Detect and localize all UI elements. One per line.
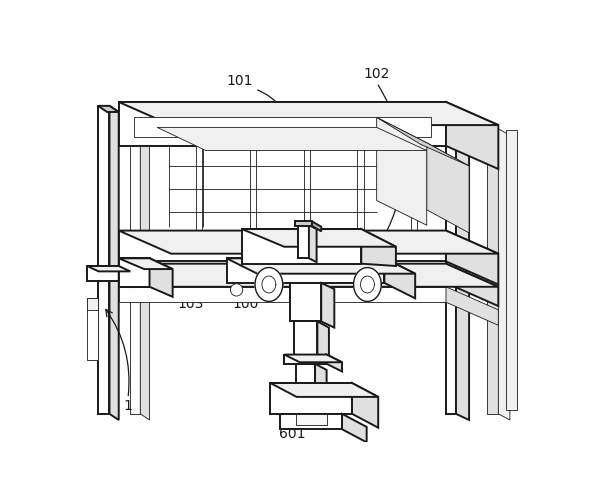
- Polygon shape: [119, 102, 498, 125]
- Polygon shape: [87, 266, 130, 271]
- Polygon shape: [326, 354, 342, 371]
- Polygon shape: [377, 117, 469, 166]
- Polygon shape: [446, 120, 469, 127]
- Polygon shape: [456, 120, 469, 420]
- Polygon shape: [498, 129, 510, 420]
- Polygon shape: [487, 129, 498, 414]
- Polygon shape: [119, 231, 446, 261]
- Polygon shape: [119, 264, 498, 287]
- Polygon shape: [98, 106, 110, 414]
- Polygon shape: [312, 221, 321, 231]
- Polygon shape: [98, 106, 119, 112]
- Polygon shape: [321, 283, 334, 328]
- Polygon shape: [315, 364, 326, 389]
- Polygon shape: [446, 231, 498, 284]
- Polygon shape: [130, 113, 140, 414]
- Polygon shape: [87, 266, 119, 281]
- Polygon shape: [150, 271, 487, 283]
- Polygon shape: [150, 258, 173, 297]
- Polygon shape: [110, 106, 119, 420]
- Polygon shape: [377, 117, 426, 225]
- Polygon shape: [226, 258, 385, 283]
- Text: 100: 100: [232, 298, 259, 312]
- Polygon shape: [119, 102, 446, 146]
- Polygon shape: [426, 143, 469, 233]
- Polygon shape: [385, 258, 415, 298]
- Polygon shape: [295, 221, 312, 226]
- Polygon shape: [270, 383, 378, 397]
- Polygon shape: [119, 264, 446, 283]
- Circle shape: [231, 284, 243, 296]
- Polygon shape: [506, 131, 517, 410]
- Polygon shape: [280, 414, 342, 429]
- Polygon shape: [87, 298, 98, 310]
- Polygon shape: [296, 414, 326, 425]
- Polygon shape: [361, 229, 396, 266]
- Text: 101: 101: [226, 74, 253, 88]
- Polygon shape: [446, 120, 456, 414]
- Polygon shape: [446, 264, 498, 306]
- Polygon shape: [242, 229, 396, 247]
- Polygon shape: [119, 287, 446, 302]
- Polygon shape: [317, 322, 329, 361]
- Polygon shape: [352, 383, 378, 428]
- Polygon shape: [446, 102, 498, 169]
- Polygon shape: [285, 354, 326, 364]
- Polygon shape: [342, 414, 367, 442]
- Polygon shape: [226, 258, 415, 274]
- Text: 102: 102: [364, 67, 390, 81]
- Polygon shape: [242, 229, 361, 264]
- Polygon shape: [255, 267, 283, 301]
- Text: 1: 1: [123, 399, 132, 413]
- Polygon shape: [119, 258, 150, 287]
- Polygon shape: [353, 267, 382, 301]
- Polygon shape: [119, 231, 498, 253]
- Polygon shape: [119, 266, 130, 287]
- Polygon shape: [294, 322, 317, 356]
- Polygon shape: [119, 258, 173, 269]
- Polygon shape: [270, 383, 352, 414]
- Polygon shape: [87, 298, 98, 360]
- Polygon shape: [157, 127, 426, 151]
- Polygon shape: [296, 364, 315, 383]
- Polygon shape: [298, 225, 309, 258]
- Polygon shape: [309, 225, 317, 262]
- Polygon shape: [291, 283, 321, 322]
- Polygon shape: [285, 354, 342, 362]
- Polygon shape: [446, 287, 498, 326]
- Text: 601: 601: [279, 427, 305, 441]
- Polygon shape: [140, 113, 150, 420]
- Polygon shape: [134, 117, 431, 137]
- Text: 103: 103: [177, 298, 204, 312]
